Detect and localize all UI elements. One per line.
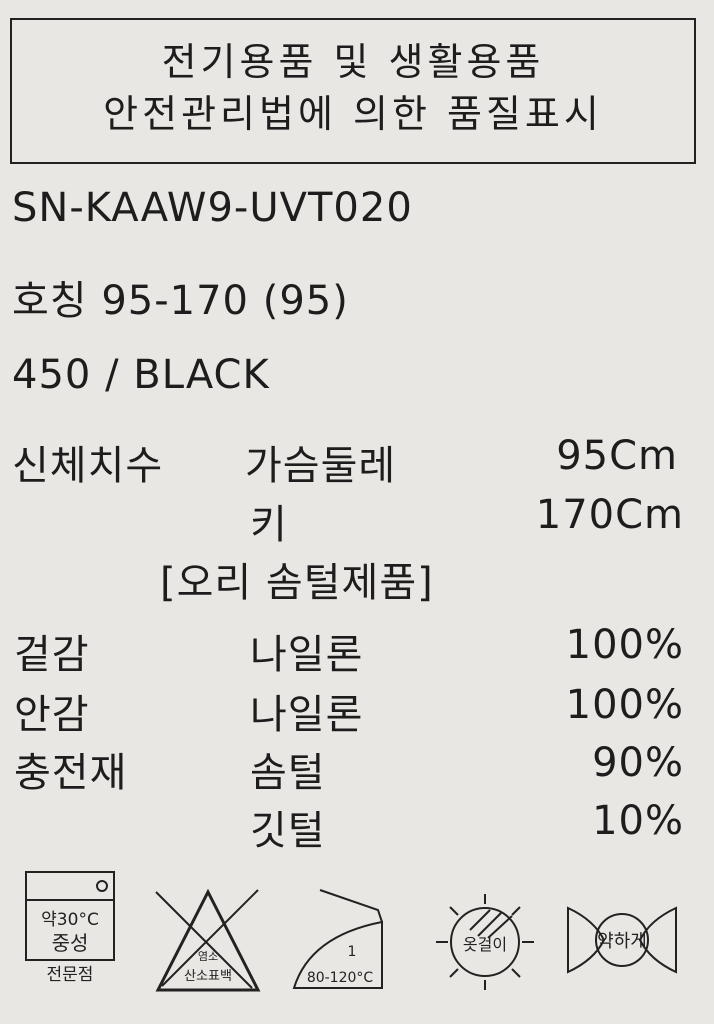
material-part: 충전재: [14, 750, 128, 796]
chest-value: 95Cm: [556, 433, 678, 479]
wash-temp: 약30°C: [41, 910, 99, 930]
chest-label: 가슴둘레: [245, 443, 397, 489]
material-percent: 10%: [592, 798, 684, 844]
size-designation: 호칭 95-170 (95): [12, 278, 349, 324]
color-code: 450 / BLACK: [12, 352, 270, 398]
iron-temp: 80-120°C: [307, 970, 374, 986]
shade-dry-icon: 옷걸이: [436, 894, 534, 990]
wash-note: 전문점: [47, 965, 94, 985]
material-name: 솜털: [250, 750, 326, 796]
wash-detergent: 중성: [52, 931, 89, 955]
material-percent: 100%: [565, 682, 684, 728]
iron-setting: 1: [348, 944, 357, 960]
header-line-1: 전기용품 및 생활용품: [161, 40, 545, 84]
dry-text: 옷걸이: [463, 935, 507, 954]
material-percent: 100%: [565, 622, 684, 668]
material-part: 겉감: [14, 632, 90, 678]
height-value: 170Cm: [535, 492, 684, 538]
wring-text: 약하게: [597, 931, 647, 952]
material-name: 나일론: [250, 632, 364, 678]
no-bleach-icon: 염소 산소표백: [155, 888, 261, 992]
material-name: 깃털: [250, 808, 326, 854]
model-number: SN-KAAW9-UVT020: [12, 185, 413, 231]
material-name: 나일론: [250, 692, 364, 738]
material-part: 안감: [14, 692, 90, 738]
body-size-label: 신체치수: [12, 443, 164, 489]
height-label: 키: [250, 502, 288, 548]
iron-icon: 1 80-120°C: [292, 889, 383, 989]
header-line-2: 안전관리법에 의한 품질표시: [103, 92, 603, 136]
wash-tub-icon: 약30°C 중성 전문점: [25, 871, 115, 985]
wring-gently-icon: 약하게: [567, 906, 677, 974]
product-type: [오리 솜털제품]: [160, 560, 434, 606]
material-percent: 90%: [592, 740, 684, 786]
quality-label-header: 전기용품 및 생활용품 안전관리법에 의한 품질표시: [10, 18, 696, 164]
bleach-text-1: 염소: [198, 950, 218, 963]
bleach-text-2: 산소표백: [184, 969, 232, 984]
